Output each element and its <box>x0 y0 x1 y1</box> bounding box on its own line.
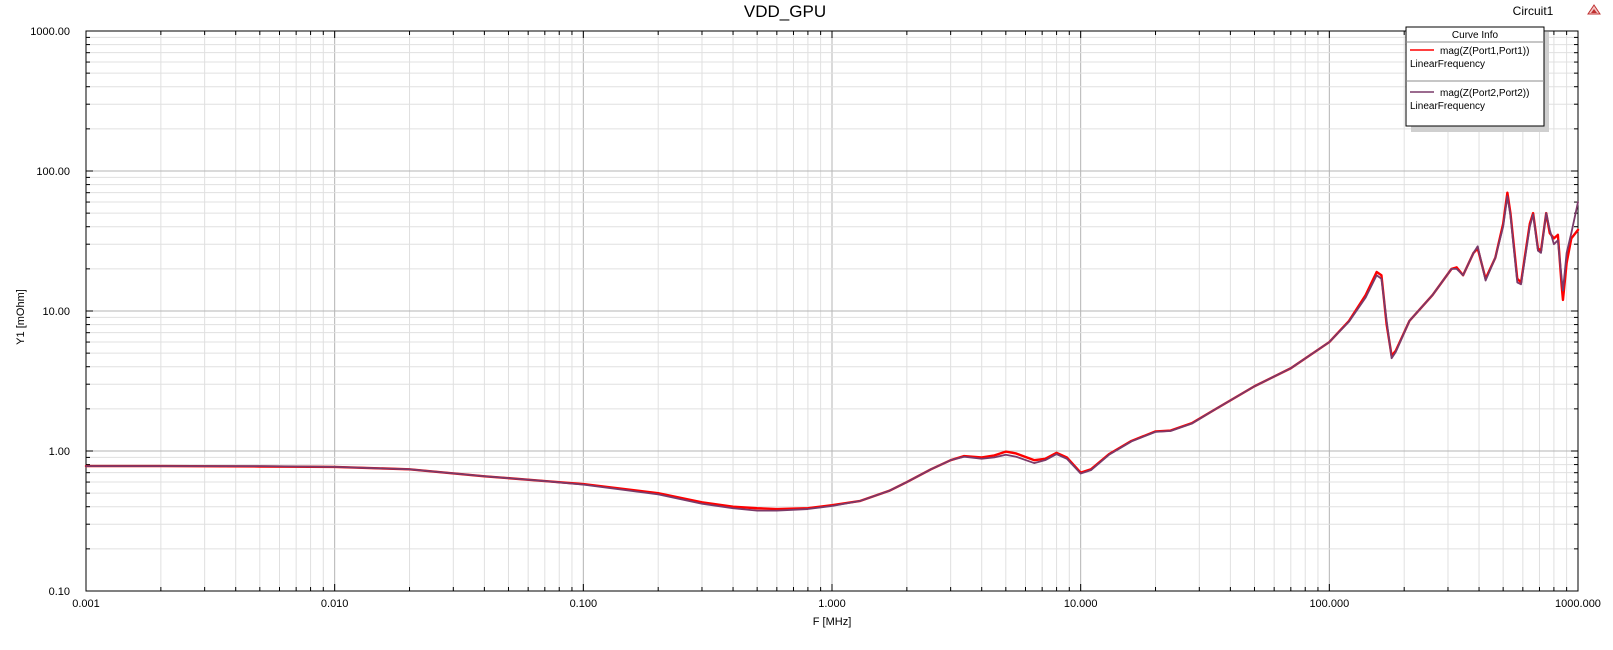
legend-label-port1: mag(Z(Port1,Port1)) <box>1440 46 1529 57</box>
x-tick-label: 1000.000 <box>1555 598 1601 610</box>
legend-title: Curve Info <box>1452 30 1499 41</box>
legend-entry-port2[interactable]: mag(Z(Port2,Port2)) LinearFrequency <box>1410 88 1529 112</box>
y-tick-label: 1.00 <box>49 446 70 458</box>
legend[interactable]: Curve Info mag(Z(Port1,Port1)) LinearFre… <box>1405 26 1549 132</box>
series-line-port2[interactable] <box>85 195 1579 512</box>
x-tick-label: 1.000 <box>818 598 846 610</box>
legend-label-port2: mag(Z(Port2,Port2)) <box>1440 88 1529 99</box>
x-tick-label: 0.010 <box>321 598 349 610</box>
y-tick-label: 0.10 <box>49 586 70 598</box>
legend-box <box>1405 26 1545 127</box>
design-name: Circuit1 <box>1513 4 1554 18</box>
axis-ticks: 0.001 0.010 0.100 1.000 10.000 100.000 1000.00… <box>30 26 1601 610</box>
y-tick-label: 1000.00 <box>30 26 70 38</box>
legend-entry-port1[interactable]: mag(Z(Port1,Port1)) LinearFrequency <box>1410 46 1529 70</box>
series-layer <box>84 191 1580 512</box>
y-tick-label: 100.00 <box>36 166 70 178</box>
legend-sublabel-port1: LinearFrequency <box>1410 59 1485 70</box>
x-tick-label: 0.100 <box>570 598 598 610</box>
chart-title: VDD_GPU <box>744 2 826 21</box>
plot-grid <box>85 31 1578 592</box>
ansys-logo-icon <box>1587 4 1601 15</box>
x-tick-label: 10.000 <box>1064 598 1098 610</box>
y-tick-label: 10.00 <box>42 306 70 318</box>
x-tick-label: 0.001 <box>72 598 100 610</box>
x-tick-label: 100.000 <box>1309 598 1349 610</box>
y-axis-label: Y1 [mOhm] <box>15 289 27 345</box>
legend-sublabel-port2: LinearFrequency <box>1410 101 1485 112</box>
x-axis-label: F [MHz] <box>813 616 852 628</box>
